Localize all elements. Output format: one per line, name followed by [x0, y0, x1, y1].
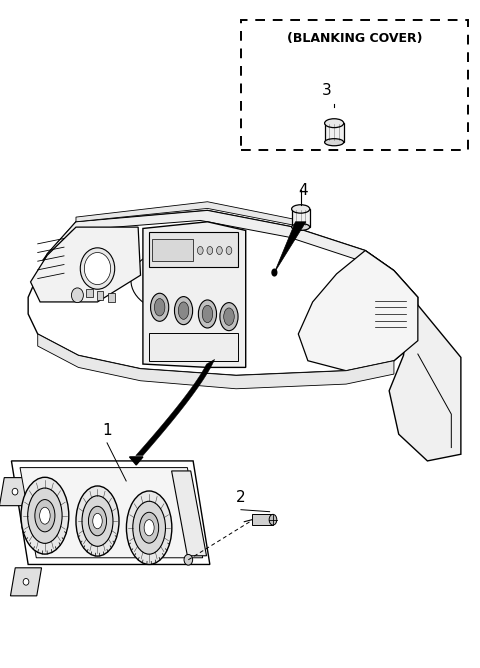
Text: 3: 3: [322, 83, 332, 98]
Ellipse shape: [178, 302, 189, 319]
Polygon shape: [43, 210, 418, 302]
Ellipse shape: [202, 305, 213, 323]
Ellipse shape: [144, 520, 154, 536]
Ellipse shape: [140, 512, 159, 543]
Ellipse shape: [131, 247, 231, 314]
Ellipse shape: [21, 477, 69, 554]
Ellipse shape: [207, 246, 213, 255]
Polygon shape: [28, 210, 418, 375]
Ellipse shape: [226, 246, 232, 255]
Ellipse shape: [82, 496, 113, 546]
Ellipse shape: [84, 253, 110, 285]
Polygon shape: [389, 299, 461, 461]
Bar: [86, 289, 93, 297]
Polygon shape: [298, 250, 418, 371]
Ellipse shape: [151, 293, 169, 321]
FancyBboxPatch shape: [324, 123, 344, 142]
FancyBboxPatch shape: [252, 514, 273, 525]
Polygon shape: [171, 471, 206, 556]
Polygon shape: [38, 334, 394, 389]
Polygon shape: [136, 359, 215, 456]
Ellipse shape: [40, 507, 50, 524]
Ellipse shape: [72, 288, 84, 303]
Ellipse shape: [174, 297, 192, 325]
Text: (BLANKING COVER): (BLANKING COVER): [287, 32, 422, 45]
FancyBboxPatch shape: [241, 20, 468, 150]
Polygon shape: [275, 222, 306, 273]
Bar: [96, 291, 103, 300]
Ellipse shape: [93, 513, 102, 529]
Ellipse shape: [184, 554, 192, 565]
Ellipse shape: [126, 491, 172, 564]
Ellipse shape: [198, 300, 216, 328]
Ellipse shape: [324, 139, 344, 146]
Polygon shape: [12, 461, 210, 564]
Ellipse shape: [80, 248, 115, 289]
Polygon shape: [143, 222, 246, 367]
Polygon shape: [76, 202, 294, 225]
Ellipse shape: [76, 486, 119, 556]
Ellipse shape: [197, 246, 203, 255]
Text: 1: 1: [102, 424, 112, 438]
Polygon shape: [20, 468, 203, 558]
Ellipse shape: [220, 303, 238, 331]
Ellipse shape: [133, 501, 166, 554]
Text: 2: 2: [236, 490, 246, 505]
Ellipse shape: [155, 299, 165, 316]
Ellipse shape: [292, 205, 310, 213]
Ellipse shape: [216, 246, 222, 255]
Bar: [108, 293, 115, 302]
Ellipse shape: [272, 269, 277, 276]
Polygon shape: [31, 227, 141, 302]
FancyBboxPatch shape: [149, 333, 238, 361]
Ellipse shape: [23, 578, 29, 585]
Ellipse shape: [88, 506, 107, 536]
Polygon shape: [11, 568, 42, 596]
Ellipse shape: [35, 500, 55, 532]
Ellipse shape: [324, 119, 344, 128]
Ellipse shape: [12, 488, 18, 495]
Ellipse shape: [224, 308, 234, 325]
FancyBboxPatch shape: [149, 232, 238, 267]
Ellipse shape: [292, 224, 310, 230]
Polygon shape: [0, 478, 31, 506]
FancyBboxPatch shape: [153, 239, 193, 261]
FancyBboxPatch shape: [292, 209, 310, 227]
Ellipse shape: [28, 488, 62, 543]
Ellipse shape: [269, 514, 277, 525]
Text: 4: 4: [298, 183, 308, 198]
Polygon shape: [130, 457, 143, 465]
